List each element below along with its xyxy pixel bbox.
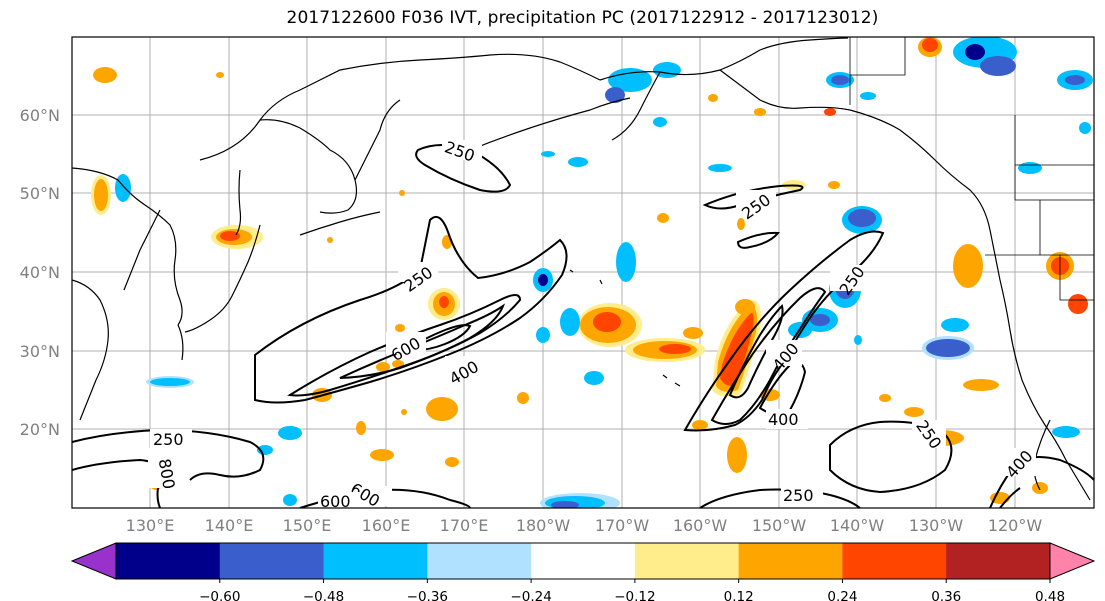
colorbar: −0.60 −0.48 −0.36 −0.24 −0.12 0.12 0.24 0.36 0.4… xyxy=(70,542,1096,601)
longitude-labels: 130°E 140°E 150°E 160°E 170°E 180°W 170°… xyxy=(126,516,1043,535)
colorbar-swatch xyxy=(946,543,1051,579)
coastlines xyxy=(72,37,1091,501)
colorbar-tick-label: 0.36 xyxy=(931,589,961,601)
colorbar-tick-label: −0.24 xyxy=(510,589,551,601)
lon-label: 150°W xyxy=(752,516,807,535)
colorbar-swatch xyxy=(842,543,947,579)
colorbar-extend-high xyxy=(1049,542,1096,580)
lon-label: 150°E xyxy=(283,516,332,535)
colorbar-tick-label: 0.12 xyxy=(724,589,754,601)
latitude-labels: 60°N 50°N 40°N 30°N 20°N xyxy=(20,106,60,439)
colorbar-tick-label: −0.48 xyxy=(303,589,344,601)
colorbar-tick-label: −0.12 xyxy=(614,589,655,601)
lon-label: 170°W xyxy=(595,516,650,535)
lat-label: 60°N xyxy=(20,106,60,125)
colorbar-swatch xyxy=(323,543,428,579)
ivt-contour-labels: 250 250 250 250 250 250 250 400 400 400 … xyxy=(148,137,1037,511)
lon-label: 140°E xyxy=(205,516,254,535)
lat-label: 40°N xyxy=(20,263,60,282)
lon-label: 180°W xyxy=(516,516,571,535)
lon-label: 160°W xyxy=(673,516,728,535)
colorbar-tick-label: −0.36 xyxy=(407,589,448,601)
precip-pc-fill xyxy=(91,37,1093,508)
colorbar-tick-label: 0.48 xyxy=(1035,589,1065,601)
colorbar-frame xyxy=(115,542,1051,580)
map-title: 2017122600 F036 IVT, precipitation PC (2… xyxy=(286,8,879,28)
borders xyxy=(849,37,1094,301)
ivt-contour-label: 250 xyxy=(153,430,184,449)
colorbar-extend-low xyxy=(70,542,117,580)
colorbar-swatch xyxy=(116,543,221,579)
colorbar-swatch xyxy=(531,543,636,579)
lat-label: 50°N xyxy=(20,184,60,203)
plot-frame xyxy=(71,36,1095,509)
colorbar-tick-label: −0.60 xyxy=(199,589,240,601)
colorbar-swatch xyxy=(427,543,532,579)
ivt-contour-label: 250 xyxy=(783,486,814,505)
colorbar-swatch xyxy=(219,543,325,579)
ivt-contour-label: 400 xyxy=(768,410,799,429)
colorbar-swatch xyxy=(738,543,843,579)
lon-label: 130°E xyxy=(126,516,175,535)
lon-label: 170°E xyxy=(440,516,489,535)
lon-label: 130°W xyxy=(909,516,964,535)
colorbar-tick-label: 0.24 xyxy=(827,589,857,601)
lon-label: 140°W xyxy=(830,516,885,535)
lat-label: 30°N xyxy=(20,342,60,361)
colorbar-swatch xyxy=(634,543,740,579)
lon-label: 160°E xyxy=(362,516,411,535)
lat-label: 20°N xyxy=(20,420,60,439)
lon-label: 120°W xyxy=(988,516,1043,535)
ivt-contour-label: 600 xyxy=(320,492,351,511)
